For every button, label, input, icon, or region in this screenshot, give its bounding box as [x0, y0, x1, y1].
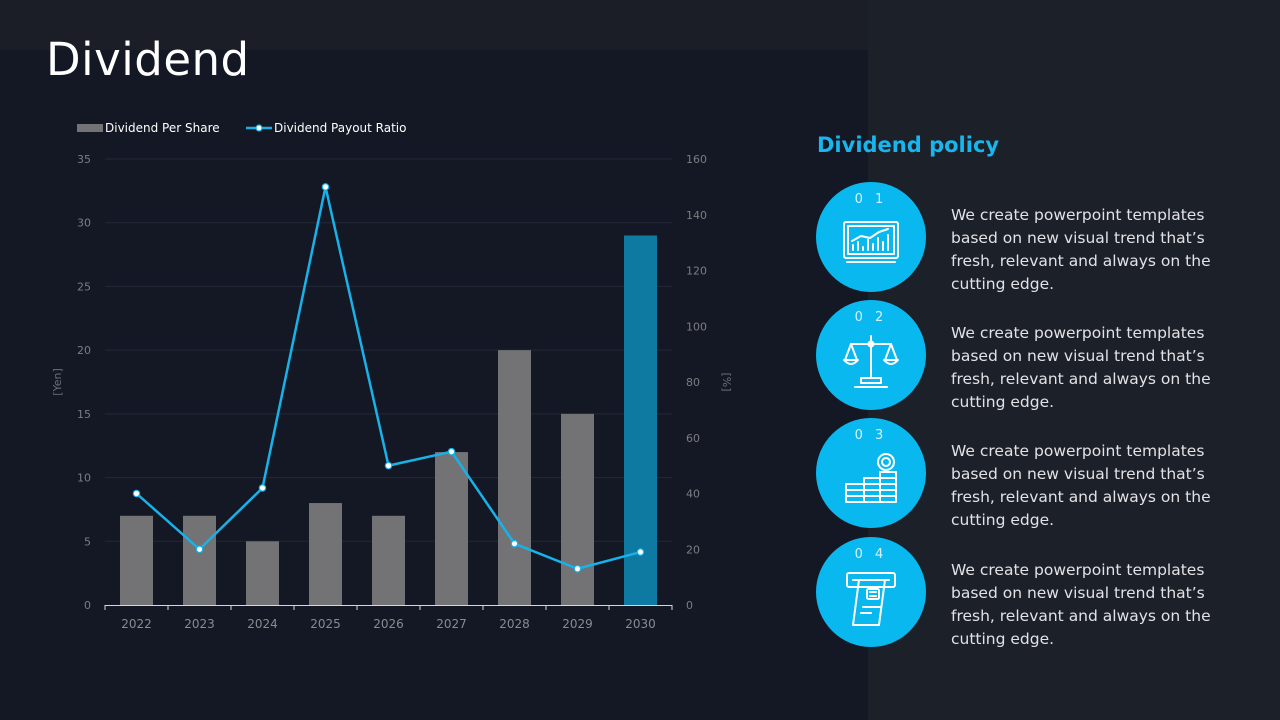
- x-tick-label: 2027: [436, 617, 467, 631]
- bars: [120, 235, 657, 605]
- chart-screen-icon: [843, 221, 899, 263]
- payout-point-2030: [636, 548, 645, 556]
- x-tick-label: 2022: [121, 617, 152, 631]
- axes: 05101520253035020406080100120140160[Yen]…: [51, 153, 733, 631]
- policy-number: 0 4: [854, 547, 888, 562]
- y-tick-label: 15: [77, 408, 91, 421]
- y2-tick-label: 160: [686, 153, 707, 166]
- policy-item-1: 0 1 We create powerpoint templates based…: [816, 182, 1256, 294]
- policy-text: We create powerpoint templates based on …: [951, 206, 1211, 293]
- balance-scale-icon: [843, 335, 899, 388]
- y2-tick-label: 120: [686, 265, 707, 278]
- policy-text: We create powerpoint templates based on …: [951, 442, 1211, 529]
- bar-2023: [183, 515, 216, 605]
- y-tick-label: 30: [77, 217, 91, 230]
- x-tick-label: 2025: [310, 617, 341, 631]
- bar-2025: [309, 503, 342, 605]
- bar-2030: [624, 235, 657, 605]
- y2-tick-label: 140: [686, 209, 707, 222]
- y-tick-label: 5: [84, 535, 91, 548]
- policy-item-3: 0 3 We create powerpoint templates based…: [816, 418, 1256, 530]
- y2-axis-label: [%]: [720, 372, 733, 391]
- x-tick-label: 2030: [625, 617, 656, 631]
- policy-title: Dividend policy: [817, 133, 1000, 157]
- payout-point-2029: [573, 564, 582, 573]
- policy-number: 0 2: [854, 310, 888, 325]
- payout-point-2028: [510, 539, 519, 548]
- x-tick-label: 2028: [499, 617, 530, 631]
- card-payment-icon: [846, 572, 896, 626]
- legend-marker-line: [255, 124, 263, 132]
- policy-item-2: 0 2 We create powerpoint templates based…: [816, 300, 1256, 412]
- payout-line: [132, 183, 645, 573]
- page-title: Dividend: [46, 33, 250, 86]
- y2-tick-label: 80: [686, 376, 700, 389]
- payout-point-2024: [258, 484, 267, 492]
- y-axis-label: [Yen]: [51, 368, 64, 396]
- y-tick-label: 25: [77, 280, 91, 293]
- y-tick-label: 0: [84, 599, 91, 612]
- bar-2027: [435, 452, 468, 605]
- legend-swatch-bar: [77, 124, 103, 132]
- policy-number: 0 3: [854, 428, 888, 443]
- policy-circle: 0 4: [816, 537, 926, 647]
- bar-2022: [120, 515, 153, 605]
- y2-tick-label: 20: [686, 543, 700, 556]
- policy-text: We create powerpoint templates based on …: [951, 324, 1211, 411]
- policy-text: We create powerpoint templates based on …: [951, 561, 1211, 648]
- y2-tick-label: 100: [686, 320, 707, 333]
- y2-tick-label: 60: [686, 432, 700, 445]
- policy-number: 0 1: [854, 192, 888, 207]
- y-tick-label: 10: [77, 472, 91, 485]
- policy-item-4: 0 4 We create powerpoint templates based…: [816, 537, 1256, 649]
- x-tick-label: 2026: [373, 617, 404, 631]
- header-strip: [0, 0, 868, 50]
- legend-label-bar: Dividend Per Share: [105, 121, 220, 135]
- y-tick-label: 35: [77, 153, 91, 166]
- legend-label-line: Dividend Payout Ratio: [274, 121, 406, 135]
- x-tick-label: 2024: [247, 617, 278, 631]
- payout-point-2027: [447, 447, 456, 456]
- right-panel: [868, 0, 1280, 720]
- legend: Dividend Per Share Dividend Payout Ratio: [77, 121, 406, 135]
- policy-circle: 0 3: [816, 418, 926, 528]
- bar-2024: [246, 541, 279, 605]
- payout-point-2026: [384, 461, 393, 470]
- x-tick-label: 2023: [184, 617, 215, 631]
- combo-chart: 05101520253035020406080100120140160[Yen]…: [51, 121, 733, 631]
- bar-2028: [498, 350, 531, 605]
- y-tick-label: 20: [77, 344, 91, 357]
- bar-2026: [372, 515, 405, 605]
- payout-point-2023: [195, 545, 204, 554]
- payout-point-2025: [321, 183, 330, 191]
- policy-circle: 0 1: [816, 182, 926, 292]
- coin-stack-icon: [845, 453, 897, 503]
- x-tick-label: 2029: [562, 617, 593, 631]
- payout-point-2022: [132, 489, 141, 498]
- y2-tick-label: 40: [686, 488, 700, 501]
- bar-2029: [561, 413, 594, 605]
- policy-circle: 0 2: [816, 300, 926, 410]
- y2-tick-label: 0: [686, 599, 693, 612]
